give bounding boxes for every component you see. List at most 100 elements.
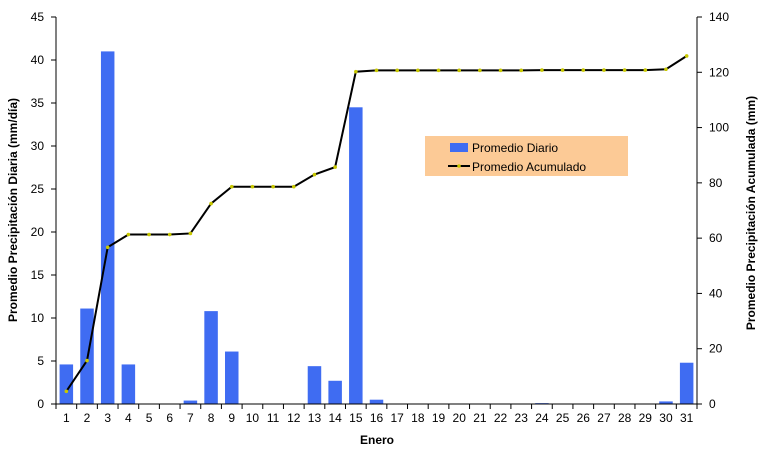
left-tick-label: 45: [31, 10, 45, 24]
left-axis-ticks: 0 5 10 15 20 25 30 35 40 45: [31, 10, 56, 411]
line-point-day-30: [664, 67, 668, 72]
x-tick-label: 23: [515, 411, 529, 425]
left-tick-label: 10: [31, 311, 45, 325]
x-tick-label: 2: [84, 411, 91, 425]
right-tick-label: 100: [709, 121, 729, 135]
left-tick-label: 35: [31, 96, 45, 110]
line-point-day-29: [643, 68, 648, 72]
left-tick-label: 25: [31, 182, 45, 196]
x-tick-label: 12: [287, 411, 301, 425]
line-point-day-1: [64, 389, 69, 394]
left-tick-label: 15: [31, 268, 45, 282]
line-point-day-26: [581, 68, 586, 72]
line-point-day-21: [478, 68, 482, 73]
line-point-day-2: [85, 358, 89, 363]
right-tick-label: 80: [709, 176, 723, 190]
x-tick-label: 7: [187, 411, 194, 425]
bar-day-4: [121, 364, 136, 404]
left-axis-title: Promedio Precipitación Diaria (mm/día): [6, 98, 20, 322]
bar-day-16: [369, 399, 384, 404]
bar-series: [59, 51, 694, 405]
line-point-day-31: [684, 54, 689, 58]
line-point-day-15: [354, 69, 358, 74]
x-tick-label: 26: [577, 411, 591, 425]
line-point-day-10: [250, 184, 255, 189]
legend-swatch-bar: [450, 143, 468, 152]
bar-day-3: [100, 51, 115, 405]
bar-day-13: [307, 366, 322, 404]
right-tick-label: 20: [709, 342, 723, 356]
right-tick-label: 140: [709, 10, 729, 24]
left-tick-label: 0: [37, 397, 44, 411]
x-tick-label: 29: [639, 411, 653, 425]
x-tick-label: 10: [246, 411, 260, 425]
x-tick-label: 3: [104, 411, 111, 425]
line-point-day-3: [105, 245, 110, 250]
line-point-day-4: [126, 232, 131, 237]
line-point-day-27: [602, 68, 606, 72]
legend-label-line: Promedio Acumulado: [472, 160, 586, 174]
line-point-day-5: [147, 232, 151, 237]
line-point-day-16: [374, 68, 379, 73]
cumulative-line: [65, 55, 688, 392]
left-tick-label: 5: [37, 354, 44, 368]
bar-day-1: [59, 364, 74, 404]
x-tick-label: 14: [328, 411, 342, 425]
x-tick-label: 21: [473, 411, 487, 425]
x-axis-title: Enero: [360, 433, 394, 447]
x-tick-label: 25: [556, 411, 570, 425]
bar-day-30: [659, 401, 673, 404]
line-point-day-8: [209, 201, 213, 206]
line-point-day-13: [312, 172, 317, 177]
right-tick-label: 0: [709, 397, 716, 411]
x-tick-label: 16: [370, 411, 384, 425]
x-tick-label: 18: [411, 411, 425, 425]
left-tick-label: 20: [31, 225, 45, 239]
x-tick-label: 5: [146, 411, 153, 425]
line-point-day-19: [436, 68, 441, 73]
line-point-day-25: [560, 68, 565, 72]
line-point-day-6: [167, 232, 172, 237]
x-tick-label: 24: [535, 411, 549, 425]
legend-label-bar: Promedio Diario: [472, 141, 558, 155]
right-tick-label: 60: [709, 231, 723, 245]
line-series: [64, 54, 689, 394]
x-tick-label: 8: [208, 411, 215, 425]
left-tick-label: 30: [31, 139, 45, 153]
x-tick-label: 15: [349, 411, 363, 425]
x-tick-label: 27: [597, 411, 611, 425]
x-tick-label: 9: [228, 411, 235, 425]
bar-day-15: [349, 107, 363, 405]
line-point-day-24: [540, 68, 544, 72]
x-tick-label: 11: [267, 411, 280, 425]
x-tick-label: 30: [659, 411, 673, 425]
line-point-day-7: [188, 231, 193, 236]
x-tick-label: 4: [125, 411, 132, 425]
bar-day-7: [183, 400, 198, 404]
line-point-day-11: [271, 184, 275, 189]
x-tick-label: 20: [453, 411, 467, 425]
bar-day-8: [204, 311, 218, 404]
line-point-day-28: [622, 68, 627, 72]
axes: [55, 17, 698, 405]
x-axis-ticks: 1 2 3 4 5 6 7 8 9 10 11 12 13 14 15 16 17 18 19 20 21 22 23 24 2…: [55, 404, 698, 425]
bar-day-14: [328, 380, 342, 404]
line-point-day-18: [416, 68, 420, 73]
line-point-day-12: [291, 184, 296, 189]
legend-box: [425, 136, 628, 176]
legend: Promedio Diario Promedio Acumulado: [425, 136, 628, 176]
bar-day-9: [225, 351, 239, 404]
left-tick-label: 40: [31, 53, 45, 67]
x-tick-label: 17: [390, 411, 404, 425]
bar-day-31: [679, 362, 694, 404]
line-point-day-14: [333, 165, 337, 169]
line-point-day-22: [498, 68, 503, 73]
x-tick-label: 28: [618, 411, 632, 425]
line-point-day-17: [395, 68, 399, 73]
x-tick-label: 13: [308, 411, 322, 425]
right-axis-ticks: 0 20 40 60 80 100 120 140: [697, 10, 729, 411]
x-tick-label: 31: [680, 411, 694, 425]
x-tick-label: 6: [166, 411, 173, 425]
line-point-day-9: [229, 184, 234, 189]
